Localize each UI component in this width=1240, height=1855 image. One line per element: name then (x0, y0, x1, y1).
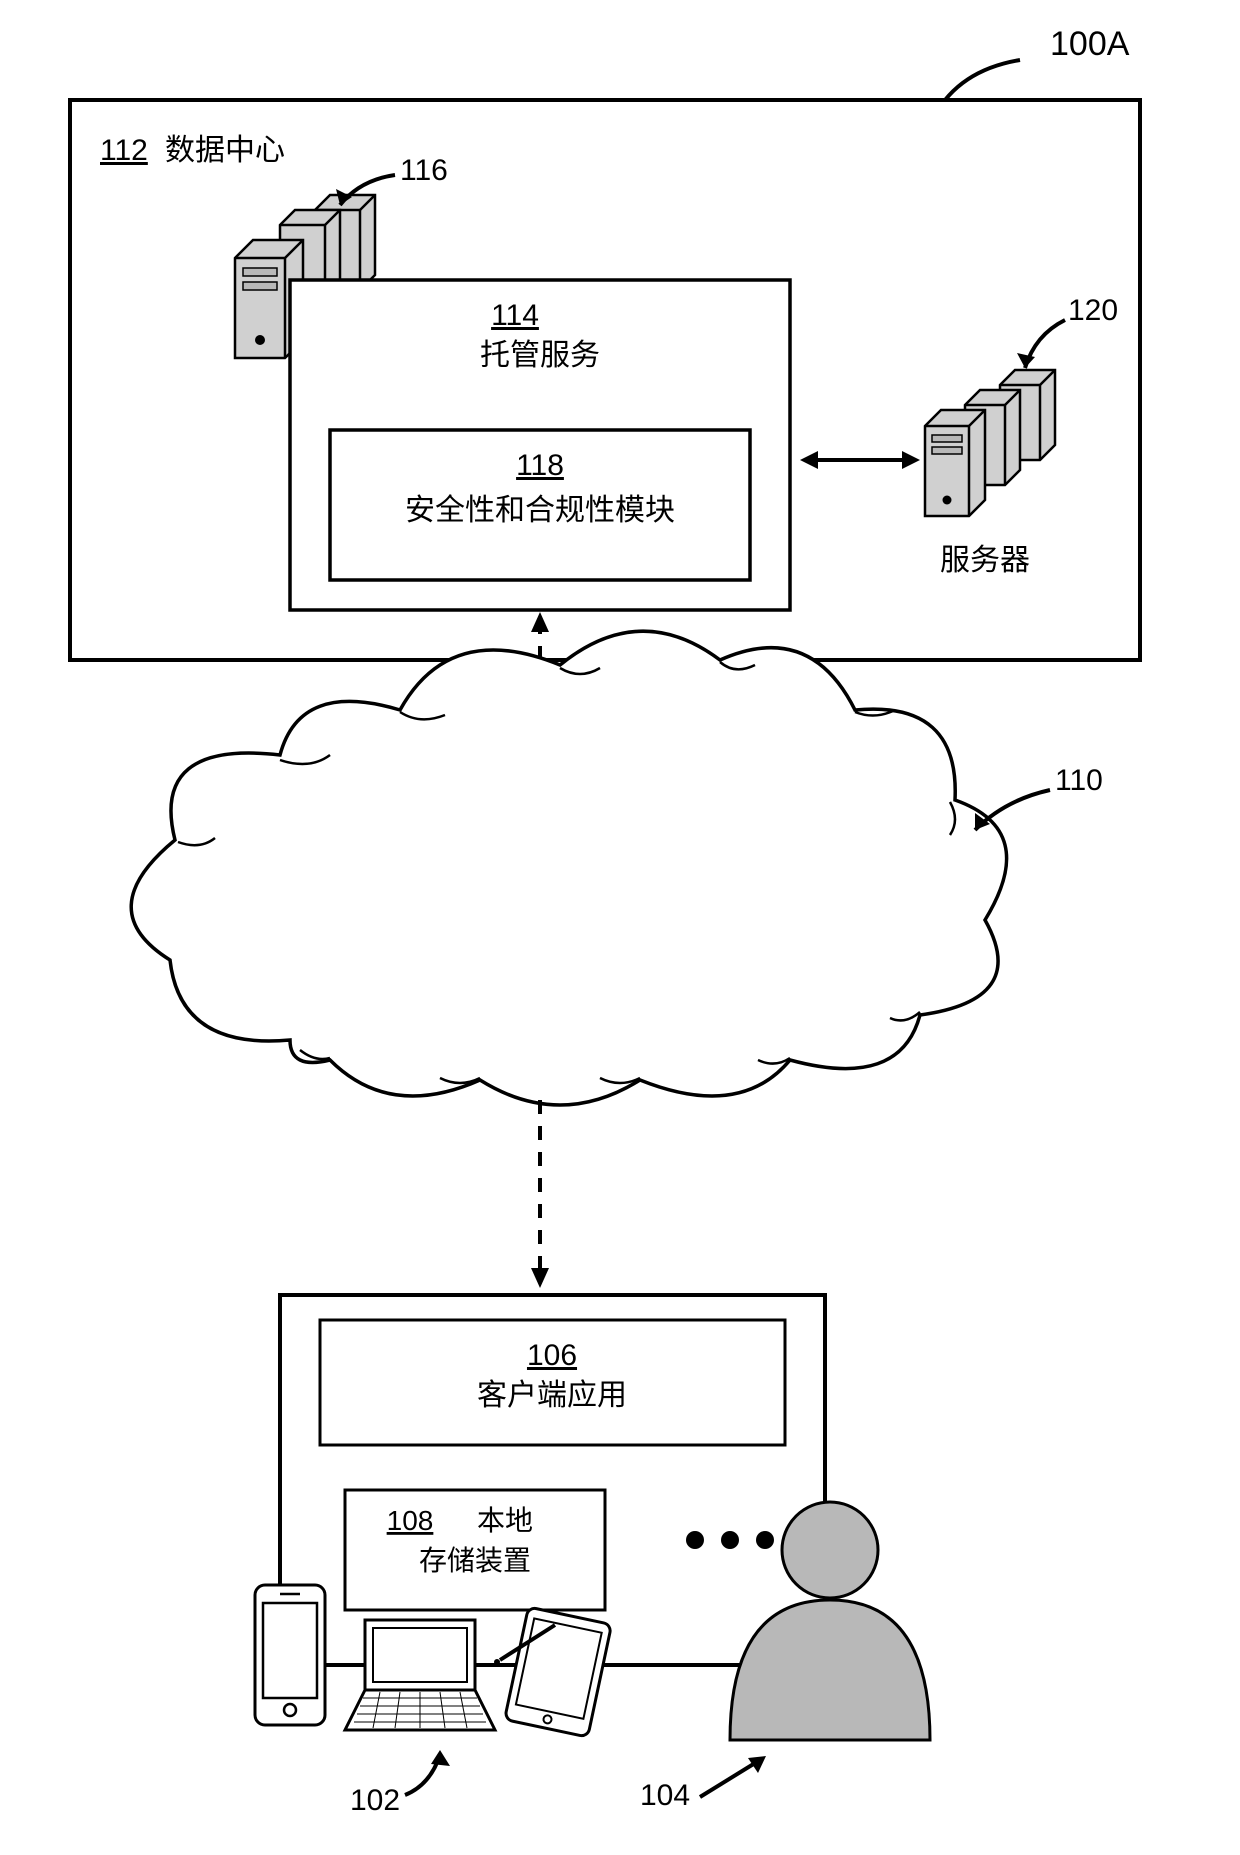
storage-ref: 108 (387, 1505, 434, 1536)
security-ref: 118 (516, 449, 564, 482)
storage-label1: 本地 (477, 1505, 533, 1536)
servers-right-ref: 120 (1068, 294, 1118, 327)
hosted-ref: 114 (491, 299, 539, 332)
phone-icon (255, 1585, 325, 1725)
figure-ref: 100A (1050, 25, 1130, 63)
servers-left-ref: 116 (400, 154, 448, 187)
datacenter-ref: 112 (100, 134, 148, 167)
client-ref: 106 (527, 1339, 577, 1372)
hosted-label: 托管服务 (480, 339, 600, 372)
architecture-diagram: 100A 112 数据中心 116 (0, 0, 1240, 1855)
ellipsis-icon (686, 1531, 774, 1549)
cloud-icon (131, 631, 1006, 1105)
laptop-icon (345, 1620, 495, 1730)
devices-ref: 102 (350, 1784, 400, 1817)
storage-label2: 存储装置 (419, 1545, 531, 1576)
cloud-ref: 110 (1055, 764, 1103, 797)
security-label: 安全性和合规性模块 (405, 494, 675, 527)
datacenter-label: 数据中心 (165, 134, 285, 167)
client-label: 客户端应用 (477, 1379, 627, 1412)
servers-right-label: 服务器 (940, 544, 1030, 577)
user-ref: 104 (640, 1779, 690, 1812)
